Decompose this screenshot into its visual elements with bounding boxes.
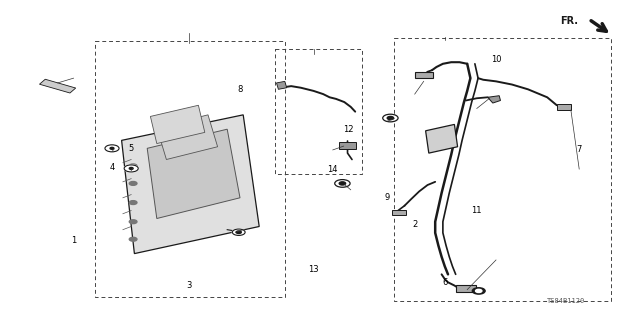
- Bar: [339, 142, 356, 149]
- Polygon shape: [426, 124, 458, 153]
- Circle shape: [335, 180, 350, 187]
- Circle shape: [110, 147, 114, 149]
- Circle shape: [129, 201, 137, 204]
- Text: 10: 10: [491, 55, 501, 63]
- Bar: [392, 210, 406, 215]
- Text: 1: 1: [71, 236, 76, 245]
- Text: 2: 2: [412, 220, 417, 229]
- Polygon shape: [276, 81, 287, 89]
- Circle shape: [129, 182, 137, 185]
- Circle shape: [387, 116, 394, 120]
- Text: FR.: FR.: [560, 16, 578, 26]
- Text: TS84B1120: TS84B1120: [547, 299, 586, 304]
- Bar: [456, 285, 476, 292]
- Circle shape: [236, 231, 241, 234]
- Circle shape: [105, 145, 119, 152]
- Circle shape: [129, 237, 137, 241]
- Bar: [40, 79, 76, 93]
- Text: 11: 11: [472, 206, 482, 215]
- Text: 7: 7: [577, 145, 582, 154]
- Text: 5: 5: [129, 144, 134, 153]
- Circle shape: [339, 182, 346, 185]
- Polygon shape: [157, 115, 218, 160]
- Circle shape: [232, 229, 245, 235]
- Bar: [557, 104, 571, 110]
- Polygon shape: [122, 115, 259, 254]
- Polygon shape: [150, 105, 205, 144]
- Polygon shape: [488, 96, 500, 103]
- Bar: [415, 72, 433, 78]
- Circle shape: [129, 220, 137, 224]
- Text: 14: 14: [328, 165, 338, 174]
- Circle shape: [383, 114, 398, 122]
- Circle shape: [129, 164, 137, 168]
- Text: 8: 8: [237, 85, 243, 94]
- Circle shape: [472, 288, 485, 294]
- Text: 9: 9: [385, 193, 390, 202]
- Text: 4: 4: [109, 163, 115, 172]
- Circle shape: [124, 165, 138, 172]
- Text: 6: 6: [442, 278, 447, 287]
- Circle shape: [476, 289, 482, 293]
- Text: 12: 12: [344, 125, 354, 134]
- Text: 13: 13: [308, 265, 319, 274]
- Text: 3: 3: [186, 281, 191, 290]
- Circle shape: [129, 167, 133, 169]
- Polygon shape: [147, 129, 240, 219]
